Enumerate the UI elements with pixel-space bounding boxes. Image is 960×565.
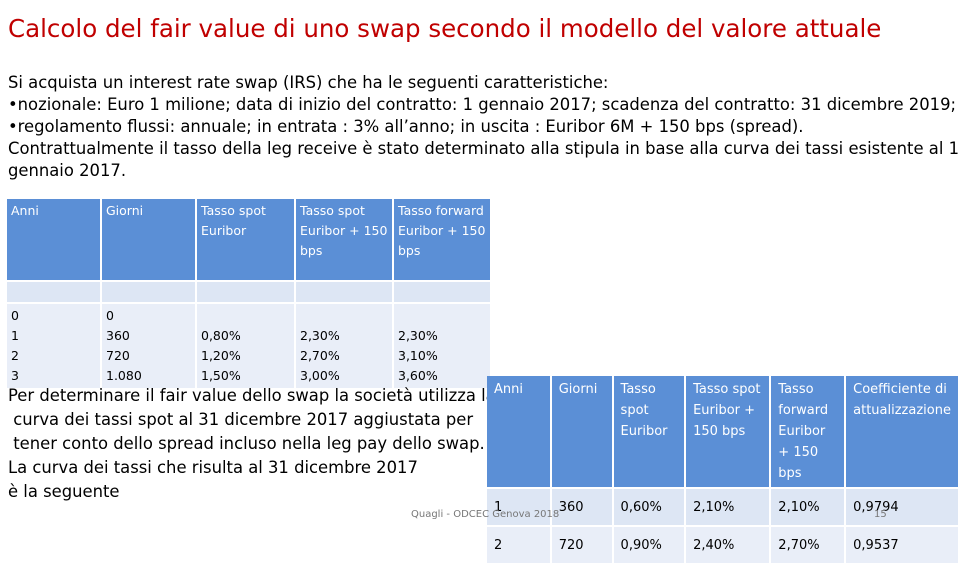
cell-giorni: 1.080 <box>106 368 142 383</box>
cell-spot: 1,20% <box>201 348 241 363</box>
table-header-row: Anni Giorni Tasso spot Euribor Tasso spo… <box>487 376 958 487</box>
header-anni: Anni <box>487 376 550 487</box>
cell-anni: 3 <box>11 368 19 383</box>
cell-forward-150: 2,10% <box>771 489 845 525</box>
cell-forward-150: 3,60% <box>398 368 438 383</box>
header-anni: Anni <box>7 199 100 280</box>
cell-spot-150: 3,00% <box>300 368 340 383</box>
col-anni: 0 1 2 3 <box>7 304 100 388</box>
cell-giorni: 0 <box>106 308 114 323</box>
cell-anni: 1 <box>487 489 550 525</box>
cell-coefficient: 0,9537 <box>846 527 958 563</box>
header-spot: Tasso spot Euribor <box>613 376 685 487</box>
slide-title: Calcolo del fair value di uno swap secon… <box>8 14 882 43</box>
col-spot: 0,80% 1,20% 1,50% <box>197 304 294 388</box>
cell-blank <box>197 282 294 302</box>
explanation-line: Per determinare il fair value dello swap… <box>8 386 496 405</box>
cell-empty <box>201 306 290 326</box>
cell-spot: 1,50% <box>201 368 241 383</box>
cell-spot: 0,90% <box>613 527 685 563</box>
explanation-line: La curva dei tassi che risulta al 31 dic… <box>8 458 418 477</box>
intro-line: •regolamento flussi: annuale; in entrata… <box>8 117 804 136</box>
intro-line: Contrattualmente il tasso della leg rece… <box>8 139 960 158</box>
col-forward-150: 2,30% 3,10% 3,60% <box>394 304 490 388</box>
rates-table-2017-end: Anni Giorni Tasso spot Euribor Tasso spo… <box>485 374 960 565</box>
cell-anni: 2 <box>487 527 550 563</box>
rates-table-2017: Anni Giorni Tasso spot Euribor Tasso spo… <box>5 197 492 390</box>
cell-spot: 0,80% <box>201 328 241 343</box>
explanation-text: Per determinare il fair value dello swap… <box>8 384 496 504</box>
cell-forward-150: 3,10% <box>398 348 438 363</box>
cell-giorni: 360 <box>106 328 130 343</box>
cell-giorni: 360 <box>551 489 612 525</box>
intro-text: Si acquista un interest rate swap (IRS) … <box>8 72 960 182</box>
header-coefficient: Coefficiente di attualizzazione <box>846 376 958 487</box>
header-giorni: Giorni <box>551 376 612 487</box>
header-forward-150: Tasso forward Euribor + 150 bps <box>394 199 490 280</box>
slide-footer: Quagli - ODCEC Genova 2018 <box>411 509 560 520</box>
cell-anni: 0 <box>11 308 19 323</box>
cell-giorni: 720 <box>551 527 612 563</box>
cell-spot-150: 2,10% <box>686 489 770 525</box>
cell-giorni: 720 <box>106 348 130 363</box>
intro-line: gennaio 2017. <box>8 161 127 180</box>
cell-spot-150: 2,30% <box>300 328 340 343</box>
intro-line: •nozionale: Euro 1 milione; data di iniz… <box>8 95 957 114</box>
col-giorni: 0 360 720 1.080 <box>102 304 195 388</box>
table-row-data: 0 1 2 3 0 360 720 1.080 0,80% 1,20% 1,50… <box>7 304 490 388</box>
cell-forward-150: 2,70% <box>771 527 845 563</box>
table-row: 1 360 0,60% 2,10% 2,10% 0,9794 <box>487 489 958 525</box>
table-header-row: Anni Giorni Tasso spot Euribor Tasso spo… <box>7 199 490 280</box>
cell-anni: 2 <box>11 348 19 363</box>
col-spot-150: 2,30% 2,70% 3,00% <box>296 304 392 388</box>
explanation-line: curva dei tassi spot al 31 dicembre 2017… <box>8 410 474 429</box>
header-spot-150: Tasso spot Euribor + 150 bps <box>686 376 770 487</box>
intro-line: Si acquista un interest rate swap (IRS) … <box>8 73 609 92</box>
header-forward-150: Tasso forward Euribor + 150 bps <box>771 376 845 487</box>
header-spot-150: Tasso spot Euribor + 150 bps <box>296 199 392 280</box>
page-number: 15 <box>874 509 887 520</box>
explanation-line: è la seguente <box>8 482 120 501</box>
table-row <box>7 282 490 302</box>
cell-anni: 1 <box>11 328 19 343</box>
cell-coefficient: 0,9794 <box>846 489 958 525</box>
header-giorni: Giorni <box>102 199 195 280</box>
cell-spot: 0,60% <box>613 489 685 525</box>
cell-forward-150: 2,30% <box>398 328 438 343</box>
cell-spot-150: 2,70% <box>300 348 340 363</box>
cell-spot-150: 2,40% <box>686 527 770 563</box>
cell-empty <box>398 306 486 326</box>
explanation-line: tener conto dello spread incluso nella l… <box>8 434 485 453</box>
cell-blank <box>7 282 100 302</box>
header-spot: Tasso spot Euribor <box>197 199 294 280</box>
cell-blank <box>102 282 195 302</box>
cell-empty <box>300 306 388 326</box>
table-row: 2 720 0,90% 2,40% 2,70% 0,9537 <box>487 527 958 563</box>
cell-blank <box>296 282 392 302</box>
cell-blank <box>394 282 490 302</box>
